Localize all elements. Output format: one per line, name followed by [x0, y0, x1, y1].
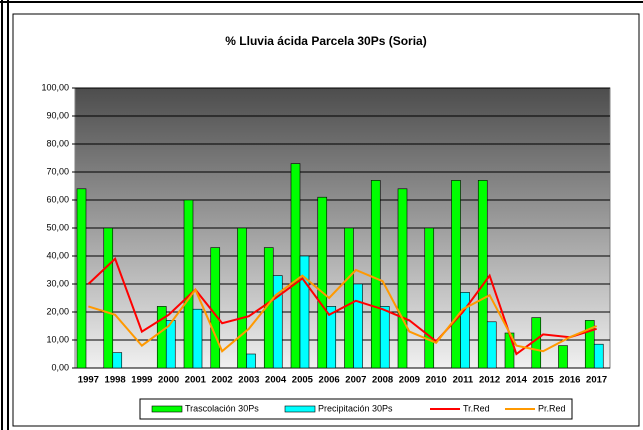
y-tick-label: 80,00	[46, 138, 69, 148]
y-tick-label: 0,00	[51, 362, 69, 372]
bar	[477, 180, 488, 369]
x-tick-label: 2001	[185, 375, 207, 386]
bar	[344, 227, 354, 369]
legend-swatch	[284, 405, 316, 413]
bar	[290, 163, 301, 369]
legend-label: Pr.Red	[538, 403, 566, 413]
x-tick-label: 1997	[78, 375, 99, 386]
line-series	[87, 257, 597, 356]
legend-label: Tr.Red	[463, 403, 490, 413]
x-tick-label: 2007	[345, 375, 366, 386]
x-tick-label: 2017	[586, 375, 607, 386]
bar	[486, 321, 497, 369]
x-tick-label: 1998	[105, 375, 126, 386]
y-tick-label: 60,00	[46, 194, 69, 204]
bar	[299, 255, 310, 369]
x-tick-label: 1999	[131, 375, 152, 386]
bar	[558, 345, 568, 369]
x-tick-label: 2000	[158, 375, 179, 386]
bar	[183, 199, 194, 369]
bar	[353, 283, 363, 369]
bar	[317, 196, 328, 369]
bar	[156, 306, 167, 369]
legend-label: Precipitación 30Ps	[318, 403, 393, 413]
x-tick-label: 2009	[399, 375, 420, 386]
x-tick-label: 2003	[238, 375, 259, 386]
bar	[192, 308, 203, 369]
bar	[165, 320, 176, 369]
bar	[451, 180, 461, 369]
x-tick-label: 2014	[506, 375, 528, 386]
x-tick-label: 2004	[265, 375, 287, 386]
x-tick-label: 2006	[319, 375, 340, 386]
x-tick-label: 2008	[372, 375, 393, 386]
y-tick-label: 20,00	[46, 306, 69, 316]
y-tick-label: 70,00	[46, 166, 69, 176]
bar	[460, 292, 470, 369]
x-tick-label: 2002	[212, 375, 233, 386]
legend-box	[139, 398, 573, 420]
bar	[593, 343, 604, 369]
y-tick-label: 10,00	[46, 334, 69, 344]
bar	[370, 180, 381, 369]
chart-title: % Lluvia ácida Parcela 30Ps (Soria)	[225, 34, 426, 48]
x-tick-label: 2015	[533, 375, 555, 386]
y-tick-label: 90,00	[46, 110, 69, 120]
x-tick-label: 2010	[426, 375, 447, 386]
bar	[397, 188, 408, 369]
x-tick-label: 2016	[559, 375, 580, 386]
bar	[424, 227, 435, 369]
y-tick-label: 30,00	[46, 278, 69, 288]
line-series	[88, 268, 598, 353]
bar	[237, 227, 247, 369]
bar	[76, 188, 87, 369]
y-tick-label: 50,00	[46, 222, 69, 232]
legend-label: Trascolación 30Ps	[185, 403, 259, 413]
bar	[379, 306, 390, 369]
y-tick-label: 40,00	[46, 250, 69, 260]
bar	[112, 352, 123, 369]
bar	[326, 306, 337, 369]
x-tick-label: 2011	[453, 375, 474, 386]
x-tick-label: 2012	[479, 375, 500, 386]
bar	[210, 247, 221, 369]
bar	[103, 227, 114, 369]
legend-swatch	[151, 405, 183, 413]
bar	[272, 275, 283, 369]
bar	[246, 353, 256, 369]
y-tick-label: 100,00	[41, 82, 69, 92]
x-tick-label: 2005	[292, 375, 314, 386]
